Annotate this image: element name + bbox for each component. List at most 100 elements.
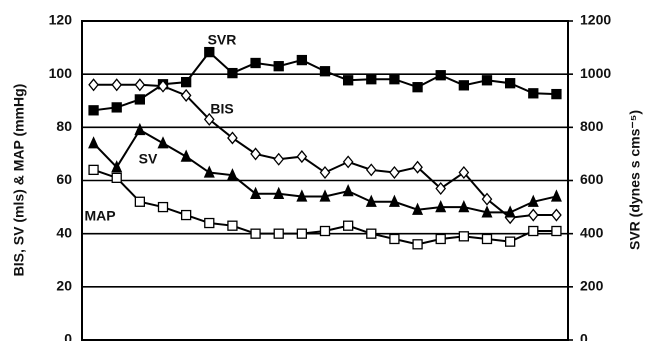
marker	[551, 225, 562, 237]
marker	[481, 233, 493, 245]
marker	[319, 189, 331, 202]
marker	[551, 208, 562, 222]
marker	[273, 228, 284, 239]
marker	[504, 78, 516, 89]
marker	[134, 122, 146, 136]
marker	[458, 80, 470, 91]
marker	[296, 189, 308, 202]
marker	[296, 54, 308, 66]
marker	[342, 184, 354, 197]
marker	[204, 46, 215, 58]
marker	[551, 88, 562, 100]
y-tick-label: 100	[49, 65, 73, 81]
marker	[203, 112, 215, 126]
marker	[134, 196, 146, 207]
marker	[157, 136, 169, 149]
y2-tick-label: 400	[580, 224, 604, 240]
marker	[273, 186, 285, 199]
marker	[319, 225, 331, 237]
marker	[111, 160, 123, 173]
marker	[180, 149, 192, 162]
marker	[227, 220, 238, 231]
marker	[180, 88, 192, 102]
y2-tick-label: 1000	[580, 65, 611, 81]
y-tick-label: 120	[49, 12, 73, 28]
marker	[203, 165, 215, 178]
marker	[458, 165, 470, 180]
marker	[134, 94, 146, 105]
marker	[435, 233, 446, 245]
y-tick-label: 0	[64, 331, 72, 341]
series-label: SVR	[208, 32, 237, 48]
marker	[111, 172, 122, 183]
marker	[273, 61, 284, 72]
marker	[111, 78, 123, 92]
marker	[319, 66, 331, 77]
marker	[342, 220, 354, 231]
marker	[227, 131, 238, 145]
marker	[527, 194, 539, 207]
marker	[180, 209, 192, 221]
marker	[481, 192, 493, 206]
marker	[412, 239, 423, 250]
marker	[157, 79, 169, 93]
y2-tick-label: 600	[580, 171, 604, 187]
marker	[435, 70, 446, 81]
marker	[528, 225, 539, 237]
marker	[88, 164, 99, 176]
marker	[273, 152, 285, 166]
marker	[227, 67, 238, 79]
marker	[88, 136, 100, 149]
marker	[366, 228, 377, 239]
series-label: MAP	[84, 208, 115, 224]
plot-frame	[81, 20, 569, 341]
marker	[435, 181, 447, 196]
marker	[504, 205, 516, 218]
marker	[226, 168, 238, 181]
y2-axis-label: SVR (dynes s cms⁻⁵)	[627, 110, 643, 250]
marker	[365, 163, 377, 177]
marker	[250, 186, 262, 199]
marker	[296, 150, 308, 164]
marker	[250, 57, 261, 69]
marker	[435, 199, 447, 213]
y2-tick-label: 200	[580, 278, 604, 294]
marker	[342, 155, 354, 169]
marker	[180, 76, 192, 88]
y2-tick-label: 800	[580, 118, 604, 134]
y2-tick-label: 0	[580, 331, 588, 341]
marker	[412, 82, 423, 93]
y-axis-label: BIS, SV (mls) & MAP (mmHg)	[11, 84, 27, 277]
marker	[389, 165, 400, 180]
marker	[111, 102, 122, 113]
marker	[319, 165, 331, 180]
marker	[458, 199, 470, 213]
marker	[550, 189, 562, 202]
marker	[389, 233, 400, 245]
series-label: SV	[139, 151, 158, 167]
y2-tick-label: 1200	[580, 12, 611, 28]
marker	[88, 78, 99, 92]
marker	[504, 236, 516, 247]
marker	[388, 194, 400, 207]
marker	[412, 202, 424, 215]
marker	[412, 160, 423, 174]
marker	[204, 217, 215, 229]
marker	[389, 74, 400, 85]
series-label: BIS	[210, 101, 233, 117]
marker	[250, 228, 261, 239]
marker	[458, 231, 470, 242]
marker	[88, 105, 99, 116]
y-tick-label: 20	[56, 278, 72, 294]
y-tick-label: 80	[56, 118, 72, 134]
marker	[481, 75, 493, 86]
marker	[134, 78, 146, 92]
marker	[342, 75, 354, 86]
y-tick-label: 60	[56, 171, 72, 187]
marker	[528, 88, 539, 99]
marker	[157, 201, 169, 213]
marker	[527, 208, 539, 222]
marker	[366, 74, 377, 85]
marker	[365, 194, 377, 207]
